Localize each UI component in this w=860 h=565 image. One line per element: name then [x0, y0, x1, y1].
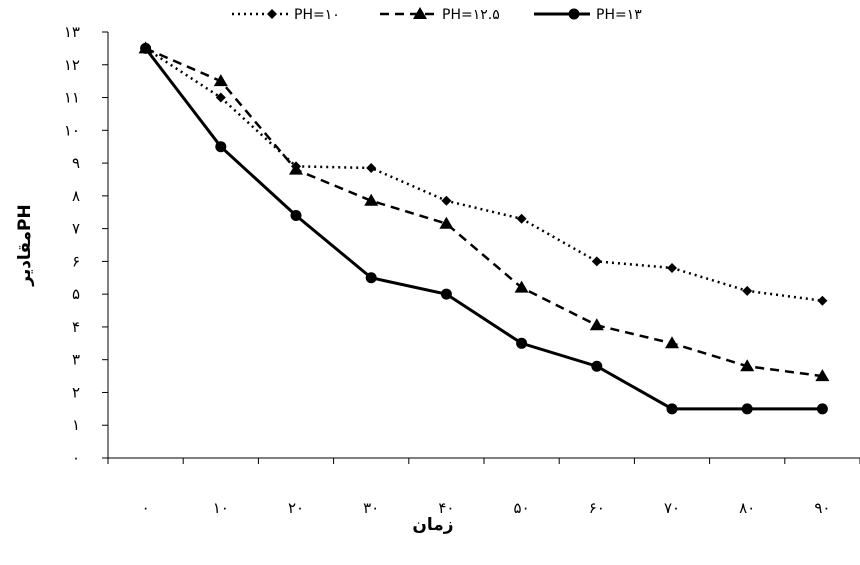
- x-tick-label: ۹۰: [814, 499, 830, 517]
- data-point: [589, 318, 604, 331]
- y-tick-label: ۱۲: [64, 56, 80, 74]
- data-point: [439, 216, 454, 229]
- data-point: [815, 369, 830, 382]
- data-point: [514, 280, 529, 293]
- data-point: [213, 74, 228, 87]
- x-tick-label: ۰: [142, 499, 150, 517]
- data-point: [365, 272, 377, 284]
- y-tick-label: ۷: [72, 220, 80, 238]
- data-point: [742, 285, 753, 296]
- data-point: [441, 195, 452, 206]
- data-point: [817, 295, 828, 306]
- x-tick-label: ۴۰: [438, 499, 454, 517]
- data-point: [591, 256, 602, 267]
- x-tick-label: ۵۰: [514, 499, 530, 517]
- y-tick-label: ۱۱: [64, 89, 80, 107]
- y-tick-label: ۲: [72, 383, 80, 401]
- y-tick-label: ۱۰: [64, 121, 80, 139]
- series-line: [144, 47, 823, 302]
- y-tick-label: ۴: [72, 318, 80, 336]
- x-tick-label: ۱۰: [213, 499, 229, 517]
- y-tick-label: ۶: [72, 252, 80, 270]
- data-point: [665, 336, 679, 349]
- data-point: [289, 162, 303, 175]
- legend-label: PH=۱۲.۵: [442, 7, 500, 23]
- data-point: [816, 403, 828, 415]
- legend-item: PH=۱۲.۵: [380, 7, 500, 23]
- y-tick-label: ۱۳: [64, 23, 80, 41]
- series-group: [140, 42, 828, 415]
- data-point: [741, 403, 753, 415]
- y-tick-label: ۵: [72, 285, 80, 303]
- data-point: [516, 337, 528, 349]
- data-point: [591, 360, 603, 372]
- x-tick-label: ۲۰: [288, 499, 304, 517]
- legend-label: PH=۱۳: [596, 7, 642, 23]
- y-tick-label: ۸: [72, 187, 80, 205]
- data-point: [516, 213, 527, 224]
- x-tick-label: ۳۰: [363, 499, 379, 517]
- x-axis-ticks: ۰ ۱۰ ۲۰ ۳۰ ۴۰ ۵۰ ۶۰ ۷۰ ۸۰ ۹۰: [107, 458, 860, 517]
- x-axis-title: زمان: [412, 515, 453, 535]
- data-point: [667, 262, 677, 273]
- y-tick-label: ۱: [72, 416, 80, 434]
- y-tick-label: ۰: [72, 449, 80, 467]
- legend-item: PH=۱۳: [534, 7, 642, 23]
- data-point: [740, 359, 755, 372]
- x-tick-label: ۸۰: [739, 499, 755, 517]
- data-point: [666, 403, 678, 415]
- data-point: [290, 210, 302, 222]
- data-point: [440, 288, 452, 300]
- data-point: [140, 42, 152, 54]
- y-tick-label: ۳: [72, 351, 80, 369]
- y-tick-label: ۹: [72, 154, 80, 172]
- legend: PH=۱۰ PH=۱۲.۵ PH=۱۳: [232, 7, 642, 23]
- legend-marker: [413, 7, 427, 19]
- data-point: [215, 92, 226, 103]
- y-axis-title: مقادیرPH: [15, 204, 35, 287]
- series-group: [138, 41, 830, 382]
- x-tick-label: ۷۰: [664, 499, 680, 517]
- data-point: [215, 141, 227, 153]
- data-point: [366, 162, 377, 173]
- x-tick-label: ۶۰: [589, 499, 605, 517]
- series-layer: [138, 41, 830, 415]
- data-point: [364, 193, 379, 206]
- legend-marker: [568, 8, 580, 20]
- series-group: [140, 43, 828, 306]
- series-line: [144, 47, 823, 411]
- legend-item: PH=۱۰: [232, 7, 340, 23]
- legend-label: PH=۱۰: [294, 7, 340, 23]
- series-line: [145, 47, 823, 378]
- legend-marker: [267, 9, 277, 19]
